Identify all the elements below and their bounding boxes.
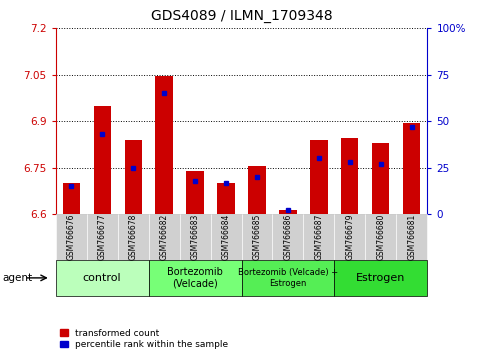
Text: GSM766679: GSM766679 bbox=[345, 214, 355, 261]
Text: control: control bbox=[83, 273, 121, 283]
Legend: transformed count, percentile rank within the sample: transformed count, percentile rank withi… bbox=[60, 329, 228, 349]
Bar bbox=[341, 138, 358, 214]
Text: GSM766678: GSM766678 bbox=[128, 214, 138, 261]
Bar bbox=[186, 171, 203, 214]
Text: GSM766683: GSM766683 bbox=[190, 214, 199, 261]
Text: GSM766685: GSM766685 bbox=[253, 214, 261, 261]
Text: GDS4089 / ILMN_1709348: GDS4089 / ILMN_1709348 bbox=[151, 9, 332, 23]
Bar bbox=[62, 183, 80, 214]
Bar bbox=[94, 106, 111, 214]
Bar bbox=[403, 123, 421, 214]
Bar bbox=[248, 166, 266, 214]
Text: Estrogen: Estrogen bbox=[356, 273, 406, 283]
Bar bbox=[311, 140, 327, 214]
Text: agent: agent bbox=[2, 273, 32, 283]
Text: GSM766686: GSM766686 bbox=[284, 214, 293, 261]
Text: Bortezomib (Velcade) +
Estrogen: Bortezomib (Velcade) + Estrogen bbox=[238, 268, 338, 287]
Bar bbox=[217, 183, 235, 214]
Bar bbox=[125, 140, 142, 214]
Bar bbox=[280, 210, 297, 214]
Text: GSM766677: GSM766677 bbox=[98, 214, 107, 261]
Text: GSM766687: GSM766687 bbox=[314, 214, 324, 261]
Text: GSM766684: GSM766684 bbox=[222, 214, 230, 261]
Text: GSM766681: GSM766681 bbox=[408, 214, 416, 260]
Bar bbox=[372, 143, 389, 214]
Text: Bortezomib
(Velcade): Bortezomib (Velcade) bbox=[167, 267, 223, 289]
Text: GSM766680: GSM766680 bbox=[376, 214, 385, 261]
Bar bbox=[156, 76, 172, 214]
Text: GSM766676: GSM766676 bbox=[67, 214, 75, 261]
Text: GSM766682: GSM766682 bbox=[159, 214, 169, 260]
